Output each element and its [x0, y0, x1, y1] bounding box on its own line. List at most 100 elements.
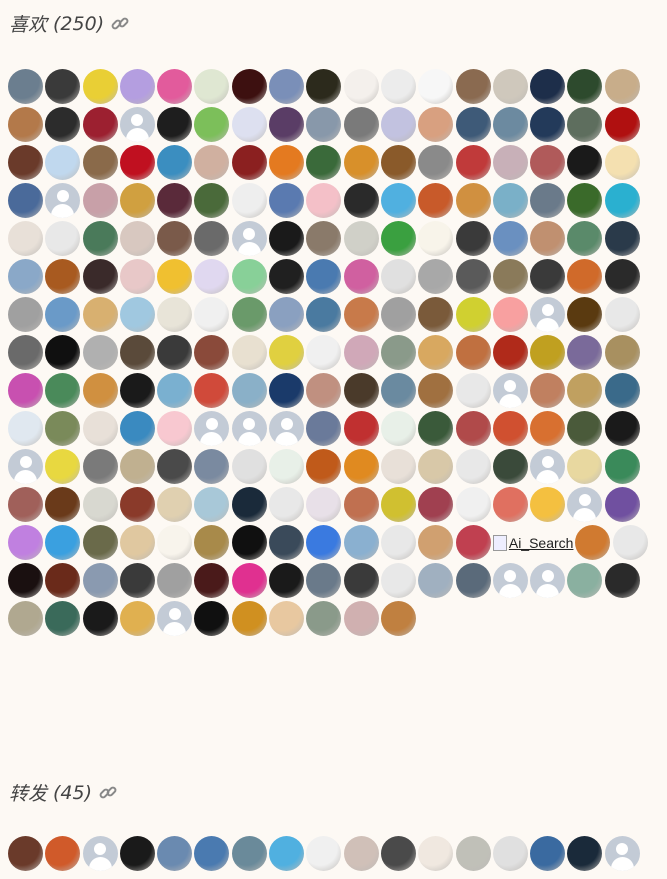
user-avatar[interactable]: [492, 69, 528, 104]
user-avatar[interactable]: [530, 221, 566, 256]
user-avatar[interactable]: [194, 183, 230, 218]
default-avatar-icon[interactable]: [269, 411, 305, 446]
user-avatar[interactable]: [530, 107, 566, 142]
default-avatar-icon[interactable]: [492, 563, 528, 598]
user-avatar[interactable]: [306, 601, 342, 636]
user-avatar[interactable]: [418, 487, 454, 522]
user-avatar[interactable]: [306, 487, 342, 522]
user-avatar[interactable]: [530, 487, 566, 522]
user-avatar[interactable]: [82, 449, 118, 484]
user-avatar[interactable]: [157, 487, 193, 522]
user-avatar[interactable]: [194, 145, 230, 180]
user-avatar[interactable]: [455, 183, 491, 218]
user-avatar[interactable]: [231, 601, 267, 636]
user-avatar[interactable]: [8, 107, 43, 142]
user-avatar[interactable]: [343, 335, 379, 370]
user-avatar[interactable]: [8, 259, 43, 294]
user-avatar[interactable]: [194, 525, 230, 560]
user-avatar[interactable]: [45, 69, 81, 104]
user-avatar[interactable]: [45, 335, 81, 370]
user-avatar[interactable]: [157, 297, 193, 332]
user-avatar[interactable]: [343, 601, 379, 636]
user-avatar[interactable]: [604, 487, 640, 522]
user-avatar[interactable]: [269, 601, 305, 636]
user-avatar[interactable]: [567, 221, 603, 256]
default-avatar-icon[interactable]: [231, 411, 267, 446]
user-avatar[interactable]: [418, 836, 454, 871]
default-avatar-icon[interactable]: [604, 836, 640, 871]
user-avatar[interactable]: [380, 335, 416, 370]
user-avatar[interactable]: [343, 525, 379, 560]
user-avatar[interactable]: [231, 487, 267, 522]
user-avatar[interactable]: [380, 297, 416, 332]
user-avatar[interactable]: [157, 145, 193, 180]
user-avatar[interactable]: [343, 221, 379, 256]
user-avatar[interactable]: [567, 145, 603, 180]
user-avatar[interactable]: [418, 183, 454, 218]
user-avatar[interactable]: [194, 836, 230, 871]
user-avatar[interactable]: [82, 487, 118, 522]
user-avatar[interactable]: [194, 449, 230, 484]
user-avatar[interactable]: [306, 335, 342, 370]
user-avatar[interactable]: [492, 145, 528, 180]
user-avatar[interactable]: [231, 145, 267, 180]
user-avatar[interactable]: [45, 107, 81, 142]
user-avatar[interactable]: [380, 487, 416, 522]
user-avatar[interactable]: [455, 145, 491, 180]
user-avatar[interactable]: [418, 297, 454, 332]
user-avatar[interactable]: [82, 183, 118, 218]
user-avatar[interactable]: [119, 145, 155, 180]
user-avatar[interactable]: [8, 145, 43, 180]
user-avatar[interactable]: [82, 107, 118, 142]
user-avatar[interactable]: [306, 259, 342, 294]
user-avatar[interactable]: [380, 601, 416, 636]
user-avatar[interactable]: [380, 836, 416, 871]
user-avatar[interactable]: [157, 335, 193, 370]
user-avatar[interactable]: [567, 259, 603, 294]
user-avatar[interactable]: [492, 487, 528, 522]
user-avatar[interactable]: [530, 259, 566, 294]
user-avatar[interactable]: [269, 373, 305, 408]
default-avatar-icon[interactable]: [8, 449, 43, 484]
user-avatar[interactable]: [343, 563, 379, 598]
user-avatar[interactable]: [306, 449, 342, 484]
user-avatar[interactable]: [194, 373, 230, 408]
user-avatar[interactable]: [604, 373, 640, 408]
user-avatar[interactable]: [119, 601, 155, 636]
link-icon[interactable]: [98, 783, 118, 803]
user-avatar[interactable]: [45, 836, 81, 871]
user-avatar[interactable]: [567, 69, 603, 104]
user-avatar[interactable]: [306, 836, 342, 871]
user-avatar[interactable]: [343, 145, 379, 180]
user-avatar[interactable]: [82, 373, 118, 408]
user-avatar[interactable]: [45, 411, 81, 446]
user-avatar[interactable]: [231, 525, 267, 560]
user-avatar[interactable]: [455, 335, 491, 370]
user-avatar[interactable]: [8, 221, 43, 256]
user-avatar[interactable]: [306, 107, 342, 142]
user-avatar[interactable]: [119, 373, 155, 408]
user-avatar[interactable]: [231, 69, 267, 104]
user-avatar[interactable]: [194, 335, 230, 370]
user-avatar[interactable]: [492, 297, 528, 332]
user-avatar[interactable]: [45, 297, 81, 332]
user-avatar[interactable]: [455, 297, 491, 332]
user-avatar[interactable]: [567, 563, 603, 598]
user-avatar[interactable]: [231, 373, 267, 408]
user-avatar[interactable]: [604, 411, 640, 446]
default-avatar-icon[interactable]: [82, 836, 118, 871]
user-avatar[interactable]: [306, 145, 342, 180]
user-avatar[interactable]: [567, 836, 603, 871]
user-avatar[interactable]: [194, 601, 230, 636]
user-avatar[interactable]: [119, 183, 155, 218]
user-avatar[interactable]: [82, 335, 118, 370]
user-avatar[interactable]: [530, 335, 566, 370]
user-avatar[interactable]: [157, 449, 193, 484]
user-avatar[interactable]: [8, 487, 43, 522]
user-avatar[interactable]: [82, 601, 118, 636]
user-avatar[interactable]: [231, 107, 267, 142]
user-avatar[interactable]: [45, 145, 81, 180]
default-avatar-icon[interactable]: [231, 221, 267, 256]
user-avatar[interactable]: [82, 69, 118, 104]
user-avatar[interactable]: [119, 411, 155, 446]
